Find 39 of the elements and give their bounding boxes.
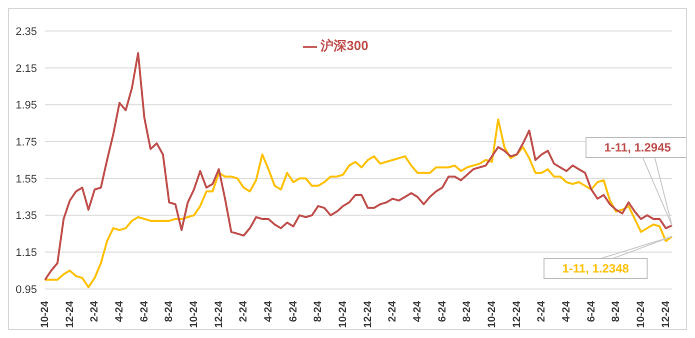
x-tick-label: 2-24 bbox=[238, 300, 250, 322]
x-tick-label: 4-24 bbox=[560, 300, 572, 322]
y-tick-label: 2.35 bbox=[16, 26, 37, 38]
legend-label: 沪深300 bbox=[320, 38, 368, 53]
x-tick-label: 8-24 bbox=[461, 300, 474, 322]
x-tick-label: 4-24 bbox=[113, 300, 126, 322]
x-tick-label: 12-24 bbox=[362, 300, 374, 328]
x-tick-label: 6-24 bbox=[287, 300, 300, 322]
x-tick-label: 4-24 bbox=[411, 300, 424, 322]
x-tick-label: 4-24 bbox=[262, 300, 274, 322]
x-tick-label: 10-24 bbox=[188, 300, 200, 328]
x-tick-label: 10-24 bbox=[336, 300, 349, 328]
x-tick-label: 12-24 bbox=[212, 300, 225, 328]
x-tick-label: 2-24 bbox=[386, 300, 399, 322]
annotation: 1-11, 1.2945 bbox=[604, 140, 672, 155]
x-tick-label: 2-24 bbox=[536, 300, 548, 322]
y-tick-label: 1.75 bbox=[16, 136, 37, 148]
x-tick-label: 8-24 bbox=[312, 300, 324, 322]
x-tick-label: 8-24 bbox=[163, 300, 176, 322]
y-tick-label: 1.55 bbox=[16, 173, 37, 186]
x-tick-label: 12-24 bbox=[64, 300, 76, 328]
x-tick-label: 6-24 bbox=[138, 300, 150, 322]
y-tick-label: 1.95 bbox=[16, 100, 37, 112]
x-tick-label: 2-24 bbox=[88, 300, 101, 322]
x-tick-label: 6-24 bbox=[436, 300, 448, 322]
x-tick-label: 8-24 bbox=[610, 300, 622, 322]
x-tick-label: 10-24 bbox=[634, 300, 647, 328]
x-tick-label: 6-24 bbox=[585, 300, 598, 322]
line-series bbox=[44, 52, 673, 281]
y-tick-label: 1.35 bbox=[16, 210, 37, 222]
y-tick-label: 1.15 bbox=[16, 247, 37, 260]
y-tick-label: 0.95 bbox=[16, 284, 37, 296]
x-tick-label: 12-24 bbox=[660, 300, 672, 328]
line-series bbox=[44, 118, 673, 288]
annotation: 1-11, 1.2348 bbox=[562, 262, 630, 276]
x-tick-label: 12-24 bbox=[510, 300, 523, 328]
x-tick-label: 10-24 bbox=[486, 300, 498, 328]
y-tick-label: 2.15 bbox=[16, 62, 37, 75]
x-tick-label: 10-24 bbox=[39, 300, 51, 328]
